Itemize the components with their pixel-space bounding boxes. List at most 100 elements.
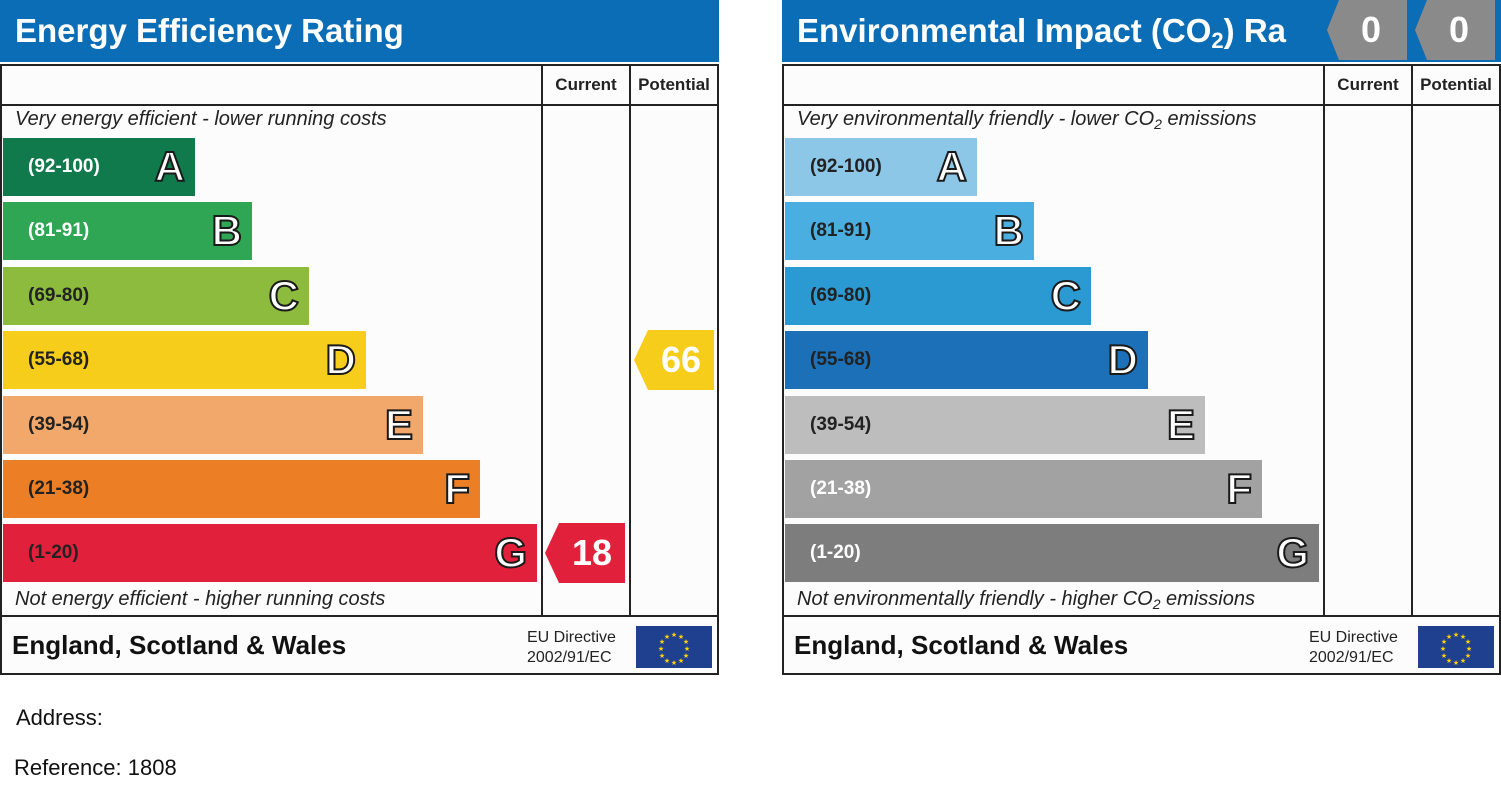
band-letter: B xyxy=(211,206,243,255)
rating-band-g: (1-20) G xyxy=(785,524,1319,583)
svg-text:★: ★ xyxy=(1460,657,1466,665)
svg-text:★: ★ xyxy=(678,633,684,641)
eu-directive-text: EU Directive 2002/91/EC xyxy=(527,628,616,668)
top-note: Very energy efficient - lower running co… xyxy=(15,108,387,130)
potential-column-header: Potential xyxy=(638,75,710,94)
band-letter: A xyxy=(936,142,968,191)
svg-text:★: ★ xyxy=(683,638,689,646)
eu-directive-text: EU Directive 2002/91/EC xyxy=(1309,628,1398,668)
environmental-impact-chart: Environmental Impact (CO2) Ra 0 0 Curren… xyxy=(782,0,1501,676)
rating-band-a: (92-100) A xyxy=(785,138,977,196)
band-letter: C xyxy=(1050,271,1082,320)
eu-stars-icon: ★ ★★ ★★★ ★★★ ★★★ xyxy=(1440,631,1472,667)
band-range-label: (55-68) xyxy=(810,349,872,371)
band-range-label: (69-80) xyxy=(810,284,872,306)
address-label: Address: xyxy=(16,705,103,730)
svg-text:★: ★ xyxy=(1453,659,1459,667)
svg-text:★: ★ xyxy=(659,638,665,646)
band-letter: F xyxy=(1225,464,1253,513)
svg-text:★: ★ xyxy=(1460,633,1466,641)
rating-band-d: (55-68) D xyxy=(3,331,366,390)
bottom-note: Not energy efficient - higher running co… xyxy=(15,588,386,610)
svg-text:★: ★ xyxy=(1440,645,1446,653)
divider xyxy=(629,66,631,616)
potential-env-marker: 0 xyxy=(1415,0,1495,60)
current-env-value: 0 xyxy=(1360,9,1382,50)
title-main: Environmental Impact (CO xyxy=(797,12,1212,49)
svg-text:★: ★ xyxy=(684,645,690,653)
rating-band-c: (69-80) C xyxy=(3,266,309,325)
reference-label: Reference: xyxy=(14,755,122,780)
band-range-label: (69-80) xyxy=(28,284,90,306)
band-letter: F xyxy=(443,464,471,513)
current-rating-marker: 18 xyxy=(545,523,625,584)
note-main: Not environmentally friendly - higher CO xyxy=(797,588,1153,610)
rating-band-e: (39-54) E xyxy=(785,395,1205,454)
note-tail: emissions xyxy=(1161,108,1257,130)
region-footer: England, Scotland & Wales xyxy=(12,630,347,660)
potential-column-header: Potential xyxy=(1420,75,1492,94)
band-letter: D xyxy=(1107,335,1139,384)
rating-band-a: (92-100) A xyxy=(3,138,195,196)
region-footer: England, Scotland & Wales xyxy=(794,630,1129,660)
current-rating-value: 18 xyxy=(571,532,613,574)
potential-env-value: 0 xyxy=(1448,9,1470,50)
eu-directive-line2: 2002/91/EC xyxy=(1309,649,1394,666)
rating-band-b: (81-91) B xyxy=(785,202,1034,261)
reference-line: Reference: 1808 xyxy=(14,755,177,781)
svg-text:★: ★ xyxy=(664,633,670,641)
current-marker-shape xyxy=(545,523,625,584)
svg-text:★: ★ xyxy=(671,631,677,639)
rating-band-f: (21-38) F xyxy=(785,460,1262,518)
current-env-marker: 0 xyxy=(1327,0,1407,60)
band-range-label: (92-100) xyxy=(810,156,882,177)
potential-marker-shape xyxy=(634,330,714,391)
svg-text:★: ★ xyxy=(664,657,670,665)
band-letter: D xyxy=(325,335,357,384)
rating-band-f: (21-38) F xyxy=(3,460,480,518)
environment-chart-frame: Current Potential Very environmentally f… xyxy=(782,64,1501,675)
band-letter: E xyxy=(1166,400,1196,449)
rating-band-g: (1-20) G xyxy=(3,524,537,583)
potential-rating-value: 66 xyxy=(660,339,702,381)
note-subscript: 2 xyxy=(1152,596,1161,612)
energy-chart-frame: Current Potential Very energy efficient … xyxy=(0,64,719,675)
eu-flag-icon: ★ ★ ★ ★ ★ ★ ★ ★ ★ ★ ★ ★ xyxy=(636,626,712,668)
potential-rating-marker: 66 xyxy=(634,330,714,391)
band-letter: G xyxy=(493,528,528,577)
current-env-marker-shape xyxy=(1327,0,1407,60)
band-letter: A xyxy=(154,142,186,191)
band-letter: C xyxy=(268,271,300,320)
bottom-note: Not environmentally friendly - higher CO… xyxy=(797,588,1255,612)
eu-directive-line1: EU Directive xyxy=(1309,629,1398,646)
eu-stars-icon: ★ ★★ ★★★ ★★★ ★★★ xyxy=(658,631,690,667)
band-range-label: (1-20) xyxy=(28,542,79,564)
svg-text:★: ★ xyxy=(658,645,664,653)
divider xyxy=(541,66,543,616)
svg-text:★: ★ xyxy=(1446,633,1452,641)
band-letter: G xyxy=(1275,528,1310,577)
svg-text:★: ★ xyxy=(683,652,689,660)
note-subscript: 2 xyxy=(1154,116,1162,132)
energy-efficiency-chart: Energy Efficiency Rating Current Potenti… xyxy=(0,0,720,676)
divider xyxy=(784,104,1499,106)
band-range-label: (39-54) xyxy=(28,413,90,435)
svg-text:★: ★ xyxy=(678,657,684,665)
svg-text:★: ★ xyxy=(1441,652,1447,660)
energy-chart-title: Energy Efficiency Rating xyxy=(0,0,719,62)
reference-value: 1808 xyxy=(127,755,177,780)
potential-env-marker-shape xyxy=(1415,0,1495,60)
band-letter: E xyxy=(384,400,414,449)
band-range-label: (21-38) xyxy=(28,478,90,499)
svg-text:★: ★ xyxy=(659,652,665,660)
divider xyxy=(1411,66,1413,616)
band-range-label: (92-100) xyxy=(28,156,100,177)
rating-band-e: (39-54) E xyxy=(3,395,423,454)
eu-directive-line2: 2002/91/EC xyxy=(527,649,612,666)
current-column-header: Current xyxy=(1337,75,1399,94)
svg-text:★: ★ xyxy=(1453,631,1459,639)
svg-text:★: ★ xyxy=(1441,638,1447,646)
divider xyxy=(1323,66,1325,616)
band-range-label: (81-91) xyxy=(28,220,90,242)
band-letter: B xyxy=(993,206,1025,255)
